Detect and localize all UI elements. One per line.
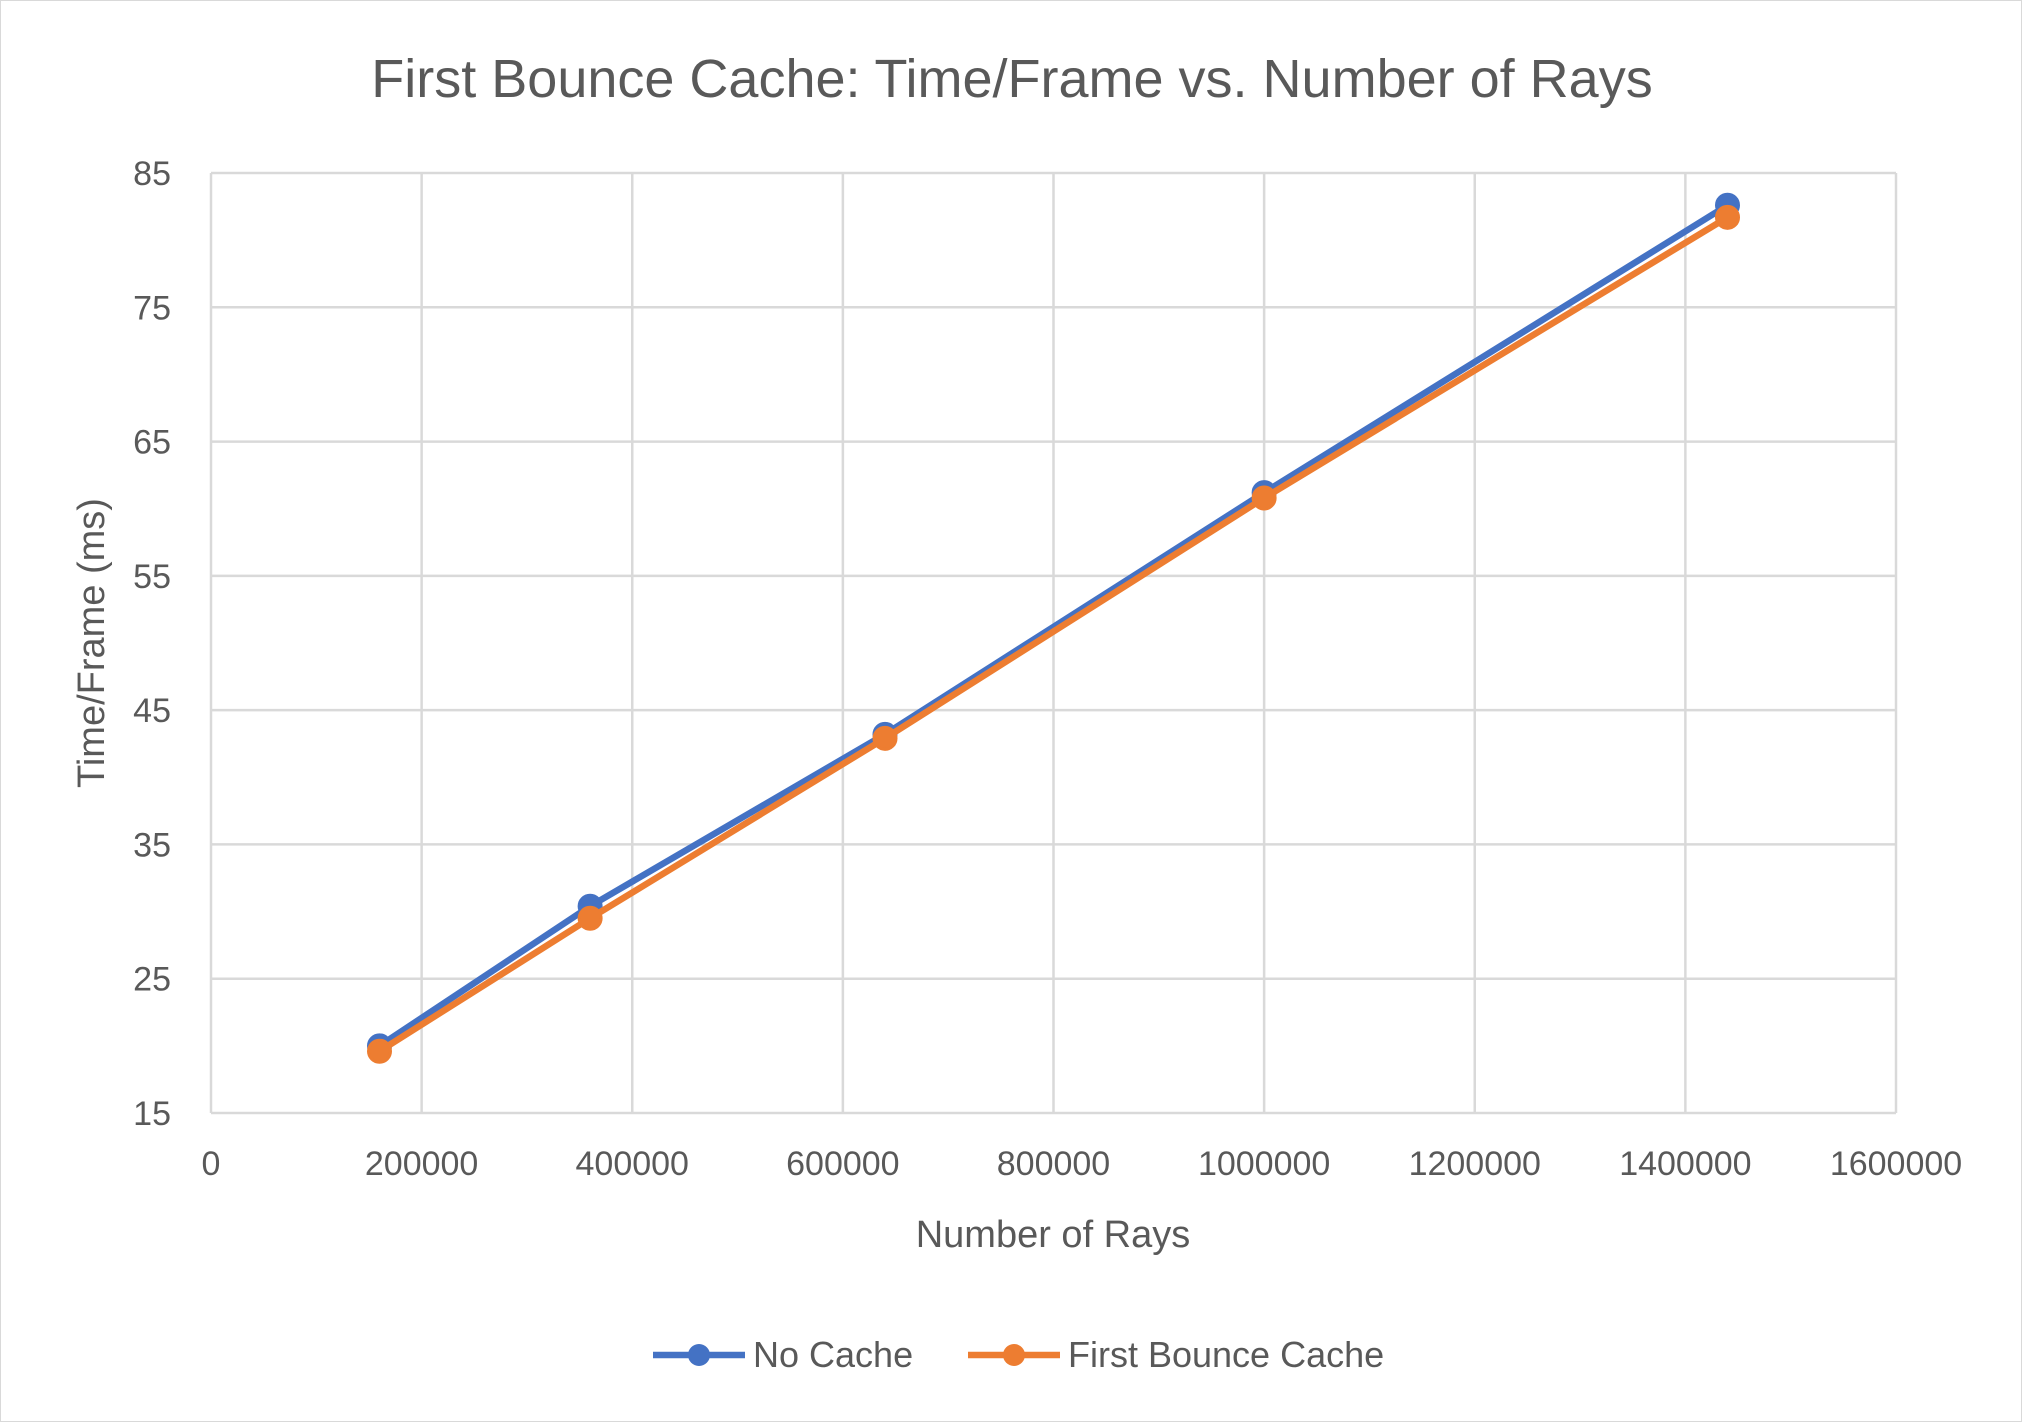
x-tick-label: 0 bbox=[202, 1145, 221, 1183]
y-tick-label: 35 bbox=[133, 826, 171, 864]
y-tick-label: 15 bbox=[133, 1095, 171, 1133]
y-tick-label: 75 bbox=[133, 289, 171, 327]
x-tick-label: 1200000 bbox=[1409, 1145, 1541, 1183]
x-tick-label: 1600000 bbox=[1830, 1145, 1962, 1183]
y-tick-label: 55 bbox=[133, 558, 171, 596]
series-layer bbox=[367, 192, 1740, 1064]
x-tick-label: 200000 bbox=[365, 1145, 478, 1183]
legend-marker bbox=[1003, 1344, 1025, 1366]
legend: No Cache First Bounce Cache bbox=[653, 1334, 1384, 1375]
data-point bbox=[872, 725, 898, 751]
y-tick-label: 25 bbox=[133, 961, 171, 999]
tick-labels: 15 25 35 45 55 65 75 85 0 200000 400000 600000 80000… bbox=[133, 155, 1962, 1183]
x-tick-label: 400000 bbox=[576, 1145, 689, 1183]
y-tick-label: 85 bbox=[133, 155, 171, 193]
x-tick-label: 1400000 bbox=[1619, 1145, 1751, 1183]
chart-title: First Bounce Cache: Time/Frame vs. Numbe… bbox=[371, 49, 1652, 109]
legend-label: First Bounce Cache bbox=[1068, 1334, 1384, 1375]
y-tick-label: 65 bbox=[133, 424, 171, 462]
y-axis-title: Time/Frame (ms) bbox=[71, 498, 113, 788]
legend-item: First Bounce Cache bbox=[968, 1334, 1384, 1375]
data-point bbox=[577, 905, 603, 931]
legend-item: No Cache bbox=[653, 1334, 913, 1375]
x-tick-label: 1000000 bbox=[1198, 1145, 1330, 1183]
data-point bbox=[1251, 485, 1277, 511]
x-tick-label: 800000 bbox=[997, 1145, 1110, 1183]
legend-label: No Cache bbox=[753, 1334, 913, 1375]
legend-marker bbox=[688, 1344, 710, 1366]
series-first-bounce-cache bbox=[367, 204, 1740, 1064]
y-tick-label: 45 bbox=[133, 692, 171, 730]
x-tick-label: 600000 bbox=[786, 1145, 899, 1183]
gridlines bbox=[209, 171, 1898, 1115]
x-axis-title: Number of Rays bbox=[916, 1214, 1191, 1256]
data-point bbox=[367, 1038, 392, 1064]
data-point bbox=[1715, 204, 1740, 230]
